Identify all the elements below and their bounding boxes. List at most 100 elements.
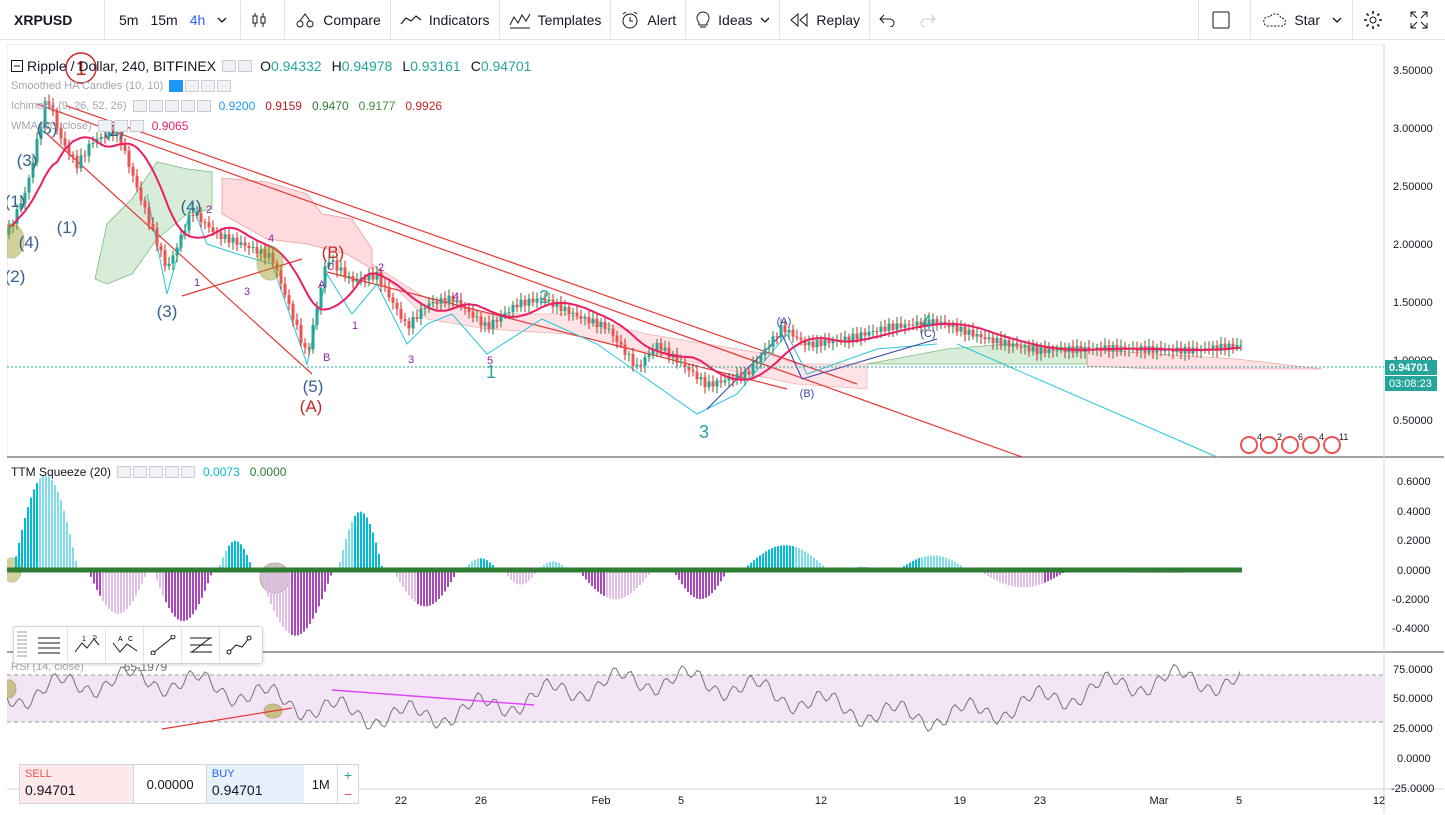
legend-control[interactable] xyxy=(185,80,200,92)
legend-controls[interactable] xyxy=(132,100,213,112)
price-axis[interactable]: 3.50000 3.00000 2.50000 2.00000 1.50000 … xyxy=(1385,65,1437,427)
fullscreen-toggle-button[interactable] xyxy=(1199,0,1250,40)
candle-body xyxy=(591,318,595,324)
legend-controls[interactable] xyxy=(169,80,233,92)
legend-control[interactable] xyxy=(217,80,232,92)
settings-button[interactable] xyxy=(1353,0,1400,40)
legend-control[interactable] xyxy=(222,60,237,72)
event-badge-icon[interactable] xyxy=(1281,436,1299,454)
drag-handle[interactable] xyxy=(17,631,27,659)
alert-button[interactable]: Alert xyxy=(611,0,685,40)
event-badge-icon[interactable] xyxy=(1323,436,1341,454)
candle-body xyxy=(683,361,687,368)
close-icon[interactable] xyxy=(181,466,196,478)
tool-horizontal-lines[interactable] xyxy=(30,627,68,663)
rsi-trendline[interactable] xyxy=(161,707,293,730)
trendline[interactable] xyxy=(66,105,858,385)
rsi-title[interactable]: RSI (14, close) xyxy=(11,661,84,673)
candle-body xyxy=(423,307,427,309)
chart-style-button[interactable] xyxy=(241,0,284,40)
legend-control[interactable] xyxy=(238,60,253,72)
rsi-axis[interactable]: 75.0000 50.0000 25.0000 0.0000 -25.0000 xyxy=(1391,664,1434,795)
legend-control[interactable] xyxy=(164,100,179,112)
close-icon[interactable] xyxy=(196,100,211,112)
tool-fib-retracement[interactable] xyxy=(182,627,220,663)
ichimoku-title[interactable]: Ichimoku (9, 26, 52, 26) xyxy=(11,100,127,112)
legend-control[interactable] xyxy=(201,80,216,92)
tool-path[interactable] xyxy=(220,627,258,663)
legend-controls[interactable] xyxy=(117,466,197,478)
squeeze-tick: 0.2000 xyxy=(1397,535,1431,547)
wma-title[interactable]: WMA (20, close) xyxy=(11,120,92,132)
undo-button[interactable] xyxy=(870,0,911,40)
event-badge-icon[interactable] xyxy=(1260,436,1278,454)
buy-button[interactable]: BUY 0.94701 xyxy=(206,765,305,803)
legend-control[interactable] xyxy=(165,466,180,478)
event-badge-icon[interactable] xyxy=(1302,436,1320,454)
candle-body xyxy=(1087,346,1091,350)
legend-control[interactable] xyxy=(129,120,144,132)
compare-button[interactable]: Compare xyxy=(285,0,390,40)
trendline[interactable] xyxy=(36,103,1023,458)
star-button[interactable]: Star xyxy=(1251,0,1352,40)
smoothed-ha-title[interactable]: Smoothed HA Candles (10, 10) xyxy=(11,80,164,92)
candle-body xyxy=(483,322,487,326)
indicators-button[interactable]: Indicators xyxy=(391,0,499,40)
sell-button[interactable]: SELL 0.94701 xyxy=(20,765,134,803)
candle-body xyxy=(583,316,587,319)
plus-icon[interactable]: + xyxy=(343,766,353,783)
legend-control[interactable] xyxy=(148,100,163,112)
trendline[interactable] xyxy=(181,258,303,297)
legend-controls[interactable] xyxy=(222,60,254,72)
trendline[interactable] xyxy=(46,133,313,375)
collapse-icon[interactable] xyxy=(11,60,23,72)
legend-control[interactable] xyxy=(133,466,148,478)
interval-5m[interactable]: 5m xyxy=(119,11,139,28)
legend-control[interactable] xyxy=(180,100,195,112)
chart-area[interactable]: 1 (1) (2) (3) (3) (4) (4) (5) (5) (1) (2… xyxy=(7,44,1444,814)
candle-body xyxy=(291,303,295,320)
legend-control[interactable] xyxy=(132,100,147,112)
interval-dropdown[interactable] xyxy=(211,0,240,40)
interval-4h[interactable]: 4h xyxy=(189,11,206,28)
squeeze-legend[interactable]: TTM Squeeze (20) 0.0073 0.0000 xyxy=(11,465,296,479)
wma-legend[interactable]: WMA (20, close) 0.9065 xyxy=(11,119,198,133)
legend-control[interactable] xyxy=(97,120,112,132)
quantity-stepper[interactable]: + − xyxy=(338,765,358,803)
eye-icon[interactable] xyxy=(169,80,184,92)
smoothed-ha-legend[interactable]: Smoothed HA Candles (10, 10) xyxy=(11,80,239,92)
candle-body xyxy=(323,266,327,288)
expand-button[interactable] xyxy=(1400,0,1445,40)
legend-control[interactable] xyxy=(113,120,128,132)
templates-button[interactable]: Templates xyxy=(500,0,611,40)
squeeze-bar xyxy=(222,557,224,570)
main-legend[interactable]: Ripple / Dollar, 240, BITFINEX O 0.94332… xyxy=(11,58,541,74)
chart-canvas[interactable]: 1 (1) (2) (3) (3) (4) (4) (5) (5) (1) (2… xyxy=(7,44,1444,814)
symbol-search[interactable]: XRPUSD xyxy=(14,11,73,28)
tool-trendline[interactable] xyxy=(144,627,182,663)
rsi-trendline[interactable] xyxy=(331,689,535,706)
replay-button[interactable]: Replay xyxy=(780,0,869,40)
squeeze-title[interactable]: TTM Squeeze (20) xyxy=(11,465,112,479)
event-badge-icon[interactable] xyxy=(1240,436,1258,454)
quantity-field[interactable]: 1M xyxy=(304,765,339,803)
squeeze-axis[interactable]: 0.6000 0.4000 0.2000 0.0000 -0.2000 -0.4… xyxy=(1392,476,1431,635)
minus-icon[interactable]: − xyxy=(343,785,353,802)
redo-button[interactable] xyxy=(911,0,952,40)
legend-controls[interactable] xyxy=(97,120,146,132)
time-axis[interactable]: 22 26 Feb 5 12 19 23 Mar 5 12 xyxy=(395,795,1385,807)
ichimoku-legend[interactable]: Ichimoku (9, 26, 52, 26) 0.9200 0.9159 0… xyxy=(11,99,452,113)
legend-control[interactable] xyxy=(117,466,132,478)
symbol-title[interactable]: Ripple / Dollar, 240, BITFINEX xyxy=(27,58,217,74)
candle-body xyxy=(1019,346,1023,348)
trendline[interactable] xyxy=(326,271,788,390)
event-badges[interactable]: 4 2 6 4 11 xyxy=(1240,432,1348,454)
legend-control[interactable] xyxy=(149,466,164,478)
projection-line[interactable] xyxy=(956,343,1218,458)
time-tick: 12 xyxy=(815,795,827,807)
interval-15m[interactable]: 15m xyxy=(150,11,178,28)
ideas-button[interactable]: Ideas xyxy=(686,0,779,40)
